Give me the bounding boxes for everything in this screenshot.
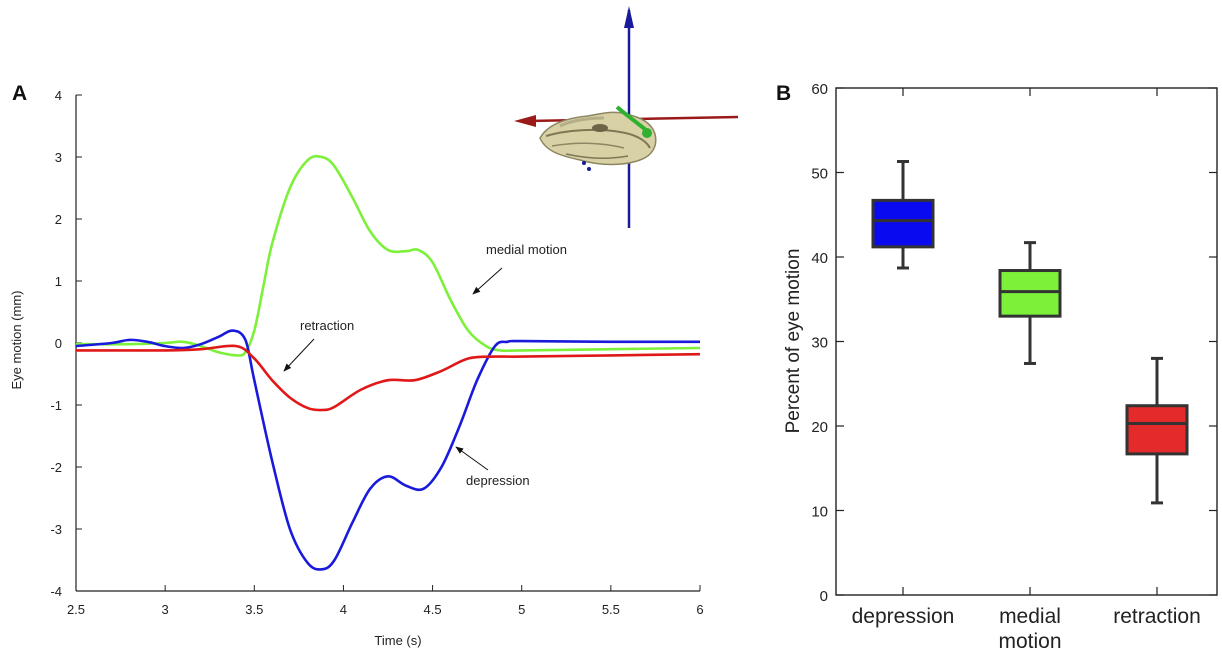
panel-b-y-axis-label: Percent of eye motion: [783, 249, 804, 434]
panel-a-y-axis-label: Eye motion (mm): [9, 291, 24, 390]
panel-a-x-tick-label: 2.5: [67, 602, 85, 617]
panel-a-y-tick-label: 3: [55, 150, 62, 165]
panel-a-x-ticks: 2.5 3 3.5 4 4.5 5 5.5 6: [67, 585, 704, 617]
series-line-retraction: [75, 344, 701, 412]
arrow-depression: [455, 446, 489, 471]
skull-3d-inset-image: [514, 6, 739, 228]
series-line-medial: [75, 154, 701, 357]
box-1: [871, 198, 935, 249]
box-3: [1125, 404, 1189, 456]
panel-a-y-tick-label: 4: [55, 88, 62, 103]
category-label: retraction: [1113, 605, 1201, 628]
panel-a-letter: A: [12, 82, 27, 105]
panel-a-x-tick-label: 5: [518, 602, 525, 617]
panel-a-y-tick-label: 1: [55, 274, 62, 289]
panel-b-y-tick-label: 0: [820, 588, 828, 605]
category-label: motion: [998, 630, 1061, 653]
panel-a-x-tick-label: 4.5: [424, 602, 442, 617]
panel-b-y-tick-label: 60: [811, 81, 828, 98]
panel-b-y-tick-label: 50: [811, 166, 828, 183]
panel-a-y-ticks: 4 3 2 1 0 -1 -2 -3 -4: [50, 88, 82, 599]
panel-a-series: [75, 154, 701, 571]
panel-b-boxes: [871, 160, 1189, 505]
panel-a-y-tick-label: -1: [50, 398, 62, 413]
panel-a-x-tick-label: 3: [162, 602, 169, 617]
panel-a-y-tick-label: 0: [55, 336, 62, 351]
panel-b-y-tick-label: 10: [811, 504, 828, 521]
panel-b-y-tick-label: 40: [811, 250, 828, 267]
panel-a-y-tick-label: -3: [50, 522, 62, 537]
panel-a-line-chart: 4 3 2 1 0 -1 -2 -3 -4 2.5 3 3.5 4 4.5 5 5.5 6 Eye motio…: [9, 88, 704, 648]
inset-vertical-arrowhead: [624, 6, 634, 28]
arrow-medial-motion: [472, 267, 503, 295]
panel-a-y-tick-label: -2: [50, 460, 62, 475]
skull-shape: [539, 105, 657, 171]
inset-horizontal-arrowhead: [514, 115, 536, 127]
panel-a-x-tick-label: 3.5: [245, 602, 263, 617]
panel-a-y-tick-label: 2: [55, 212, 62, 227]
box-2: [998, 269, 1062, 318]
panel-a-x-tick-label: 4: [340, 602, 347, 617]
panel-a-x-tick-label: 6: [696, 602, 703, 617]
series-line-depression: [75, 329, 701, 571]
panel-b-letter: B: [776, 82, 791, 105]
panel-a-x-axis-label: Time (s): [374, 633, 421, 648]
category-label: medial: [999, 605, 1061, 628]
annotation-medial-motion: medial motion: [486, 242, 567, 257]
panel-a-x-tick-label: 5.5: [602, 602, 620, 617]
annotation-depression: depression: [466, 473, 530, 488]
annotation-retraction: retraction: [300, 318, 354, 333]
category-label: depression: [852, 605, 955, 628]
panel-b-y-tick-label: 30: [811, 335, 828, 352]
panel-b-y-ticks: 0 10 20 30 40 50 60: [811, 81, 1217, 605]
arrow-retraction: [283, 338, 315, 372]
panel-a-y-tick-label: -4: [50, 584, 62, 599]
panel-b-frame: [835, 87, 1218, 596]
panel-b-y-tick-label: 20: [811, 419, 828, 436]
